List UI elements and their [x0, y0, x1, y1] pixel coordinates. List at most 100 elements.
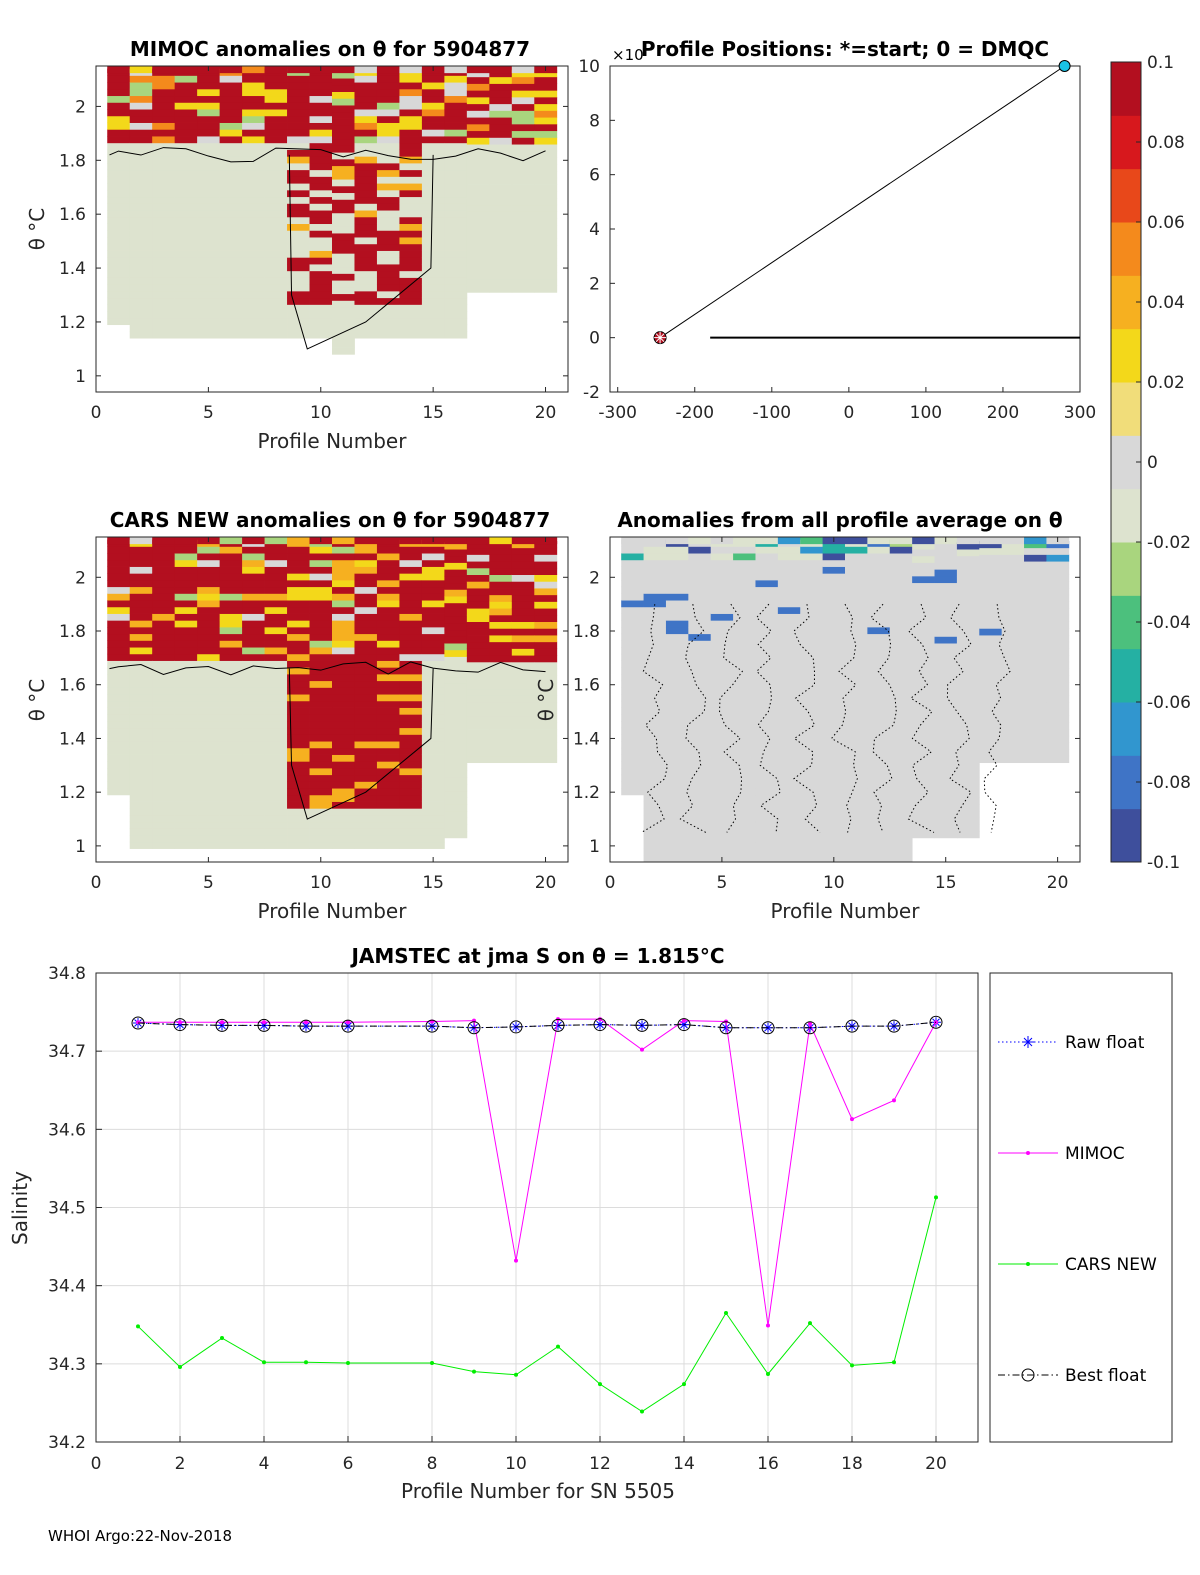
avg-field-cell: [665, 537, 689, 545]
cars-field-cell: [376, 808, 400, 816]
mimoc-field-cell: [264, 82, 288, 90]
best-float-point: [425, 1019, 439, 1033]
avg-field-cell: [889, 626, 913, 635]
cars-field-cell: [421, 781, 445, 789]
avg-field-cell: [934, 817, 958, 825]
avg-field-cell: [1024, 702, 1047, 710]
cars-field-cell: [534, 688, 558, 696]
avg-field-cell: [956, 763, 980, 772]
cars-field-cell: [242, 754, 265, 762]
mimoc-field-cell: [332, 66, 355, 74]
mimoc-field-cell: [354, 311, 378, 319]
mimoc-field-cell: [264, 162, 288, 171]
mimoc-field-cell: [466, 76, 490, 84]
avg-field-cell: [889, 694, 913, 702]
avg-field-cell: [822, 687, 846, 695]
mimoc-field-cell: [354, 189, 378, 198]
legend-raw-float-marker: [1022, 1036, 1034, 1048]
avg-field-cell: [1001, 708, 1025, 717]
avg-field-cell: [643, 841, 667, 849]
mimoc-field-cell: [129, 230, 153, 238]
raw-float-point: [553, 1020, 563, 1031]
cars-field-cell: [197, 814, 221, 823]
mimoc-field-cell: [511, 198, 535, 206]
mimoc-field-cell: [129, 176, 153, 184]
cars-field-cell: [466, 641, 490, 649]
cars-field-cell: [197, 694, 221, 702]
mimoc-field-cell: [444, 304, 468, 312]
cars-field-cell: [107, 707, 131, 715]
mimoc-field-cell: [174, 216, 198, 225]
avg-field-cell: [934, 616, 958, 624]
avg-field-cell: [845, 620, 868, 628]
mimoc-field-cell: [152, 102, 176, 110]
avg-field-cell: [777, 606, 801, 614]
cars-field-cell: [332, 821, 355, 829]
mimoc-field-cell: [197, 237, 221, 245]
cars-field-cell: [107, 559, 131, 567]
cars-field-cell: [421, 620, 445, 628]
avg-field-cell: [688, 613, 712, 621]
mimoc-field-cell: [107, 142, 131, 150]
mimoc-field-cell: [332, 84, 355, 92]
avg-field-cell: [889, 606, 913, 614]
cars-field-cell: [399, 761, 423, 769]
cars-field-cell: [264, 613, 288, 621]
mimoc-field-cell: [354, 109, 378, 117]
cars-field-cell: [421, 700, 445, 708]
avg-field-cell: [934, 602, 958, 610]
avg-field-cell: [822, 814, 846, 823]
avg-field-cell: [889, 855, 913, 863]
best-float-point: [719, 1021, 733, 1035]
mimoc-field-cell: [197, 210, 221, 218]
mimoc-field-cell: [489, 157, 513, 165]
avg-field-contour: [946, 603, 972, 833]
cars-field-cell: [332, 714, 355, 722]
mimoc-field-cell: [444, 277, 468, 285]
cars-field-cell: [197, 559, 221, 567]
cars-field-cell: [219, 714, 243, 722]
mimoc-field-cell: [287, 95, 310, 103]
avg-field-cell: [733, 640, 756, 648]
cars-field-cell: [332, 559, 355, 567]
cars-field-cell: [421, 566, 445, 574]
cars-field-cell: [219, 559, 243, 567]
avg-field-cell: [1046, 628, 1070, 636]
cars-field-cell: [242, 794, 265, 802]
mimoc-field-cell: [129, 304, 153, 312]
avg-field-cell: [777, 700, 801, 708]
avg-field-cell: [688, 653, 712, 661]
avg-field-cell: [1001, 608, 1025, 616]
avg-field-cell: [934, 763, 958, 772]
cars-field-cell: [152, 835, 176, 843]
cars-field-cell: [264, 794, 288, 802]
avg-field-cell: [845, 781, 868, 789]
avg-field-cell: [800, 814, 824, 823]
cars-field-cell: [197, 579, 221, 588]
avg-field-cell: [1046, 715, 1070, 723]
cars-field-cell: [264, 606, 288, 614]
avg-field-cell: [956, 770, 980, 778]
avg-field-cell: [621, 573, 644, 581]
mimoc-field-cell: [466, 231, 490, 239]
cars-field-cell: [376, 801, 400, 809]
mimoc-field-cell: [354, 102, 378, 110]
avg-field-cell: [710, 640, 734, 648]
avg-field-cell: [889, 537, 913, 545]
cars-field-cell: [242, 673, 265, 682]
mimoc-point: [766, 1323, 770, 1328]
cars-field-cell: [107, 593, 131, 601]
avg-field-cell: [777, 774, 801, 782]
mimoc-field-cell: [332, 334, 355, 342]
positions-track-line: [659, 65, 1065, 339]
mimoc-field-cell: [534, 117, 558, 125]
avg-field-cell: [688, 640, 712, 648]
mimoc-field-cell: [354, 297, 378, 305]
avg-field-cell: [710, 700, 734, 708]
mimoc-field-cell: [264, 122, 288, 130]
salinity-ytick-label: 34.3: [48, 1355, 86, 1375]
avg-field-cell: [733, 720, 756, 729]
cars-field-cell: [489, 722, 513, 730]
cars-field-cell: [354, 680, 378, 688]
mimoc-field-cell: [511, 238, 535, 246]
